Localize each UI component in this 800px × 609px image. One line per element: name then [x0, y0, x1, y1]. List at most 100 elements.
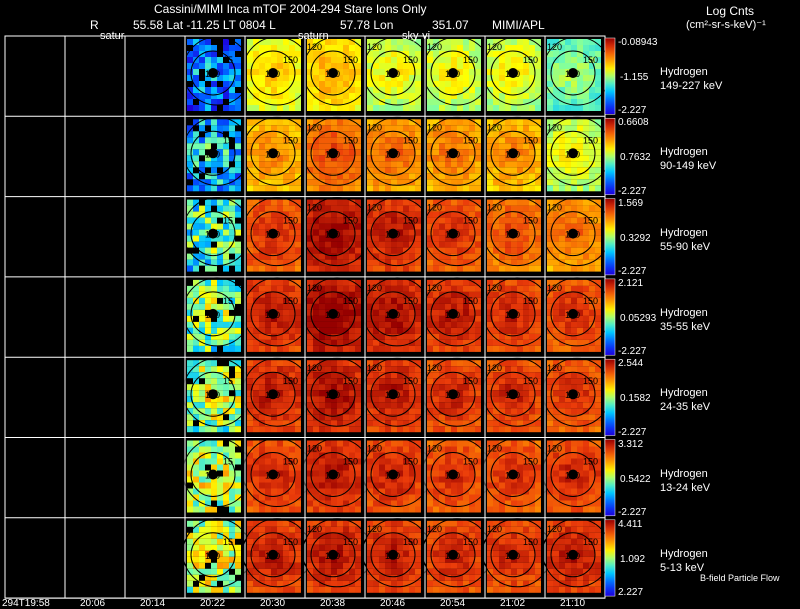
pixel [529, 506, 535, 513]
contour-label: 120 [487, 42, 502, 52]
pixel [403, 420, 409, 427]
pixel [313, 253, 319, 260]
pixel [415, 173, 421, 180]
pixel [493, 259, 499, 266]
pixel [451, 378, 457, 385]
pixel [373, 75, 379, 81]
pixel [205, 199, 211, 206]
pixel [343, 131, 349, 138]
pixel [337, 99, 343, 105]
pixel [193, 205, 199, 212]
pixel [205, 327, 211, 334]
pixel [577, 247, 583, 254]
pixel [223, 39, 229, 45]
pixel [193, 199, 199, 206]
pixel [463, 333, 469, 340]
pixel [283, 63, 289, 69]
pixel [247, 125, 253, 132]
pixel [313, 105, 319, 111]
pixel [451, 185, 457, 192]
pixel [289, 223, 295, 230]
pixel [433, 39, 439, 45]
pixel [457, 414, 463, 421]
pixel [283, 93, 289, 99]
pixel [583, 297, 589, 304]
pixel [475, 125, 481, 132]
pixel [475, 440, 481, 447]
pixel [595, 482, 601, 489]
pixel [337, 229, 343, 236]
pixel [259, 137, 265, 144]
pixel [229, 446, 235, 453]
pixel [385, 161, 391, 168]
pixel [511, 155, 517, 162]
pixel [337, 223, 343, 230]
pixel [373, 426, 379, 433]
pixel [469, 137, 475, 144]
pixel [313, 179, 319, 186]
pixel [571, 333, 577, 340]
pixel [391, 211, 397, 218]
pixel [469, 327, 475, 334]
pixel [355, 45, 361, 51]
pixel [433, 217, 439, 224]
pixel [211, 63, 217, 69]
pixel [373, 366, 379, 373]
pixel [367, 45, 373, 51]
pixel [199, 327, 205, 334]
pixel [265, 500, 271, 507]
contour-label: 150 [283, 296, 298, 306]
pixel [283, 167, 289, 174]
pixel [517, 279, 523, 286]
pixel [229, 69, 235, 75]
pixel [511, 297, 517, 304]
pixel [433, 464, 439, 471]
pixel [505, 464, 511, 471]
pixel [553, 414, 559, 421]
contour-label: 120 [367, 363, 382, 373]
pixel [505, 297, 511, 304]
pixel [247, 229, 253, 236]
pixel [391, 315, 397, 322]
pixel [223, 315, 229, 322]
pixel [325, 327, 331, 334]
pixel [397, 285, 403, 292]
pixel [493, 402, 499, 409]
pixel [355, 372, 361, 379]
pixel [415, 345, 421, 352]
pixel [319, 396, 325, 403]
pixel [391, 241, 397, 248]
pixel [583, 452, 589, 459]
pixel [187, 229, 193, 236]
pixel [517, 506, 523, 513]
pixel [373, 217, 379, 224]
pixel [337, 291, 343, 298]
pixel [217, 402, 223, 409]
pixel [247, 476, 253, 483]
pixel [409, 315, 415, 322]
pixel [583, 378, 589, 385]
pixel [415, 259, 421, 266]
pixel [559, 390, 565, 397]
pixel [535, 488, 541, 495]
pixel [355, 99, 361, 105]
pixel [469, 69, 475, 75]
pixel [331, 223, 337, 230]
pixel [559, 57, 565, 63]
pixel [247, 241, 253, 248]
pixel [235, 185, 241, 192]
pixel [331, 408, 337, 415]
pixel [253, 378, 259, 385]
pixel [595, 167, 601, 174]
pixel [379, 223, 385, 230]
pixel [259, 185, 265, 192]
pixel [373, 223, 379, 230]
pixel [331, 414, 337, 421]
pixel [517, 93, 523, 99]
pixel [223, 45, 229, 51]
pixel [211, 285, 217, 292]
pixel [247, 396, 253, 403]
pixel [265, 265, 271, 272]
pixel [589, 125, 595, 132]
pixel [205, 321, 211, 328]
